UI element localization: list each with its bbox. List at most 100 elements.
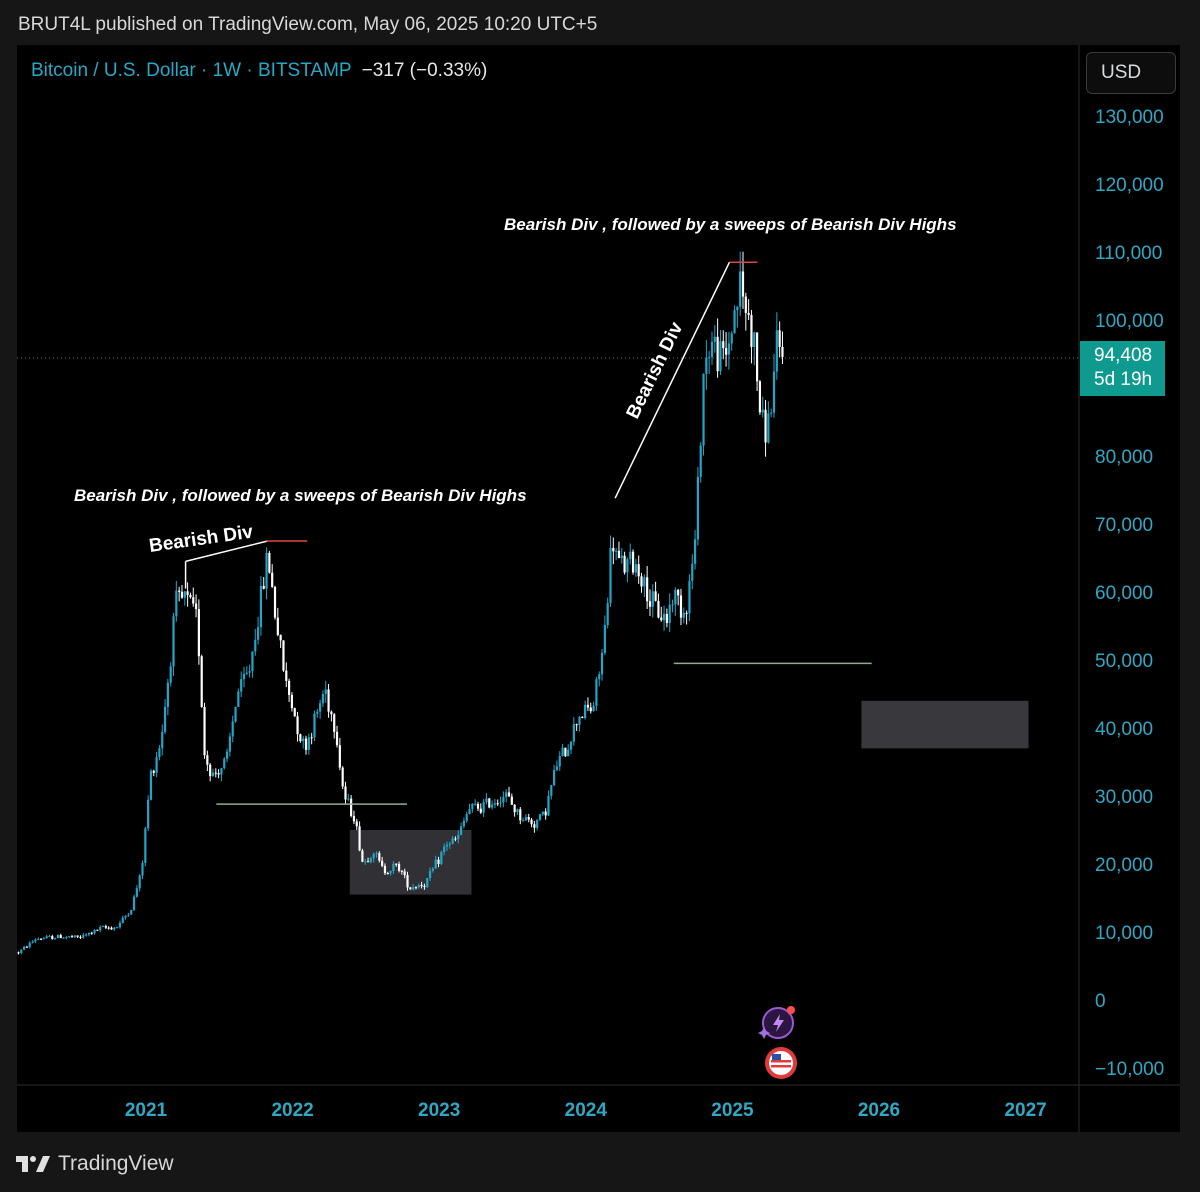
candle-body[interactable] [180,591,184,598]
candle-body[interactable] [161,731,164,749]
candle-body[interactable] [186,591,189,596]
candle-body[interactable] [169,666,172,683]
candle-body[interactable] [217,773,220,775]
candle-body[interactable] [761,409,764,413]
candle-body[interactable] [68,936,71,938]
candle-body[interactable] [643,577,646,587]
candle-body[interactable] [42,938,45,940]
candle-body[interactable] [178,590,181,592]
candle-body[interactable] [121,917,124,923]
candle-body[interactable] [341,767,344,787]
candle-body[interactable] [598,674,601,680]
candle-body[interactable] [705,357,708,374]
candle-body[interactable] [781,346,784,357]
candle-body[interactable] [651,591,654,607]
candle-body[interactable] [293,708,296,717]
candle-body[interactable] [482,802,485,813]
candle-body[interactable] [189,595,192,598]
candle-body[interactable] [727,343,731,355]
candle-body[interactable] [259,585,263,628]
candle-body[interactable] [567,749,570,757]
candle-body[interactable] [764,409,767,443]
candle-body[interactable] [76,935,79,937]
candle-body[interactable] [316,711,319,714]
candle-body[interactable] [197,609,200,657]
candle-body[interactable] [234,706,237,722]
candle-body[interactable] [640,576,643,587]
candle-body[interactable] [662,613,666,621]
candle-body[interactable] [468,809,471,815]
candle-body[interactable] [116,927,119,929]
candle-body[interactable] [149,770,153,800]
candle-body[interactable] [62,937,65,939]
candle-body[interactable] [668,604,671,624]
candle-body[interactable] [747,312,750,315]
candle-body[interactable] [372,853,375,859]
candle-body[interactable] [406,875,409,888]
candle-body[interactable] [45,936,48,939]
candle-body[interactable] [211,772,215,777]
candle-body[interactable] [660,617,663,621]
candle-body[interactable] [85,934,88,936]
candle-body[interactable] [465,814,468,821]
candle-body[interactable] [79,936,82,938]
candle-body[interactable] [550,785,553,796]
candle-body[interactable] [755,332,759,382]
candle-body[interactable] [369,858,372,862]
candle-body[interactable] [522,820,525,822]
candle-body[interactable] [163,706,167,732]
candle-body[interactable] [333,714,336,732]
candle-body[interactable] [431,868,434,871]
candle-body[interactable] [338,745,341,768]
candle-body[interactable] [586,704,590,708]
candle-body[interactable] [606,603,609,626]
candle-body[interactable] [657,600,660,618]
candle-body[interactable] [471,803,474,810]
candle-body[interactable] [426,878,429,887]
candle-body[interactable] [457,834,460,839]
candle-body[interactable] [350,798,353,817]
candle-body[interactable] [617,550,621,559]
candle-body[interactable] [682,612,685,618]
candle-body[interactable] [524,817,528,821]
candle-body[interactable] [20,949,23,954]
candle-body[interactable] [51,936,54,940]
candle-body[interactable] [493,803,497,805]
candle-body[interactable] [623,555,626,573]
candle-body[interactable] [775,330,778,372]
candle-body[interactable] [285,670,288,681]
candle-body[interactable] [685,612,688,614]
candle-body[interactable] [561,747,564,757]
candle-body[interactable] [719,341,722,372]
candle-body[interactable] [778,330,781,347]
candle-body[interactable] [313,713,316,738]
candle-body[interactable] [665,613,668,624]
candle-body[interactable] [564,747,567,757]
candle-body[interactable] [34,939,37,942]
candle-body[interactable] [505,792,508,797]
candle-body[interactable] [530,819,533,825]
candle-body[interactable] [620,555,623,559]
candle-body[interactable] [110,927,113,930]
candle-body[interactable] [592,705,595,712]
candle-body[interactable] [417,885,420,888]
candle-body[interactable] [209,764,212,777]
candle-body[interactable] [750,314,753,348]
candle-body[interactable] [392,863,395,872]
candle-body[interactable] [220,768,223,775]
candle-body[interactable] [335,731,339,746]
candle-body[interactable] [59,935,62,939]
candle-body[interactable] [575,724,578,726]
candle-body[interactable] [699,445,702,477]
candle-body[interactable] [462,820,465,827]
candle-body[interactable] [767,413,770,443]
candle-body[interactable] [225,751,229,759]
candle-body[interactable] [744,296,747,313]
candle-body[interactable] [355,821,358,827]
candle-body[interactable] [448,843,451,845]
candle-body[interactable] [381,860,384,866]
candle-body[interactable] [206,755,209,765]
candle-body[interactable] [631,551,635,573]
candle-body[interactable] [386,873,389,875]
candle-body[interactable] [428,870,432,879]
